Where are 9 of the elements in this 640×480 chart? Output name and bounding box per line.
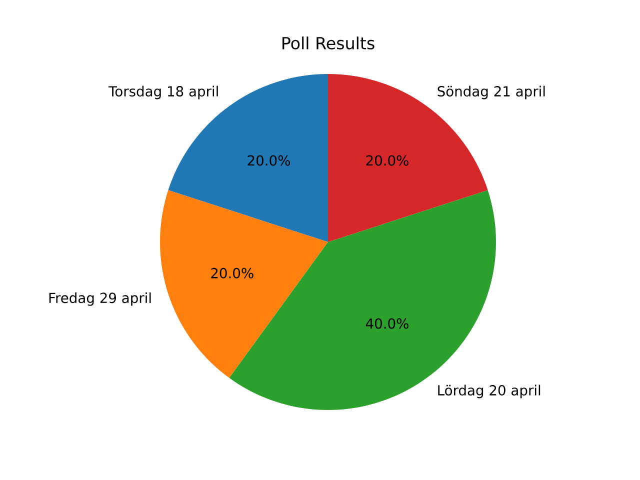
chart-title: Poll Results [282, 36, 374, 50]
data-label: 20.0% [211, 268, 254, 278]
data-label: 20.0% [248, 155, 290, 166]
data-label: 40.0% [366, 318, 408, 329]
slice-label: Torsdag 18 april [108, 86, 218, 100]
slice-label: Lördag 20 april [438, 384, 540, 398]
slice-label: Söndag 21 april [438, 86, 545, 100]
slice-label: Fredag 29 april [49, 292, 151, 306]
data-label: 20.0% [366, 155, 408, 166]
